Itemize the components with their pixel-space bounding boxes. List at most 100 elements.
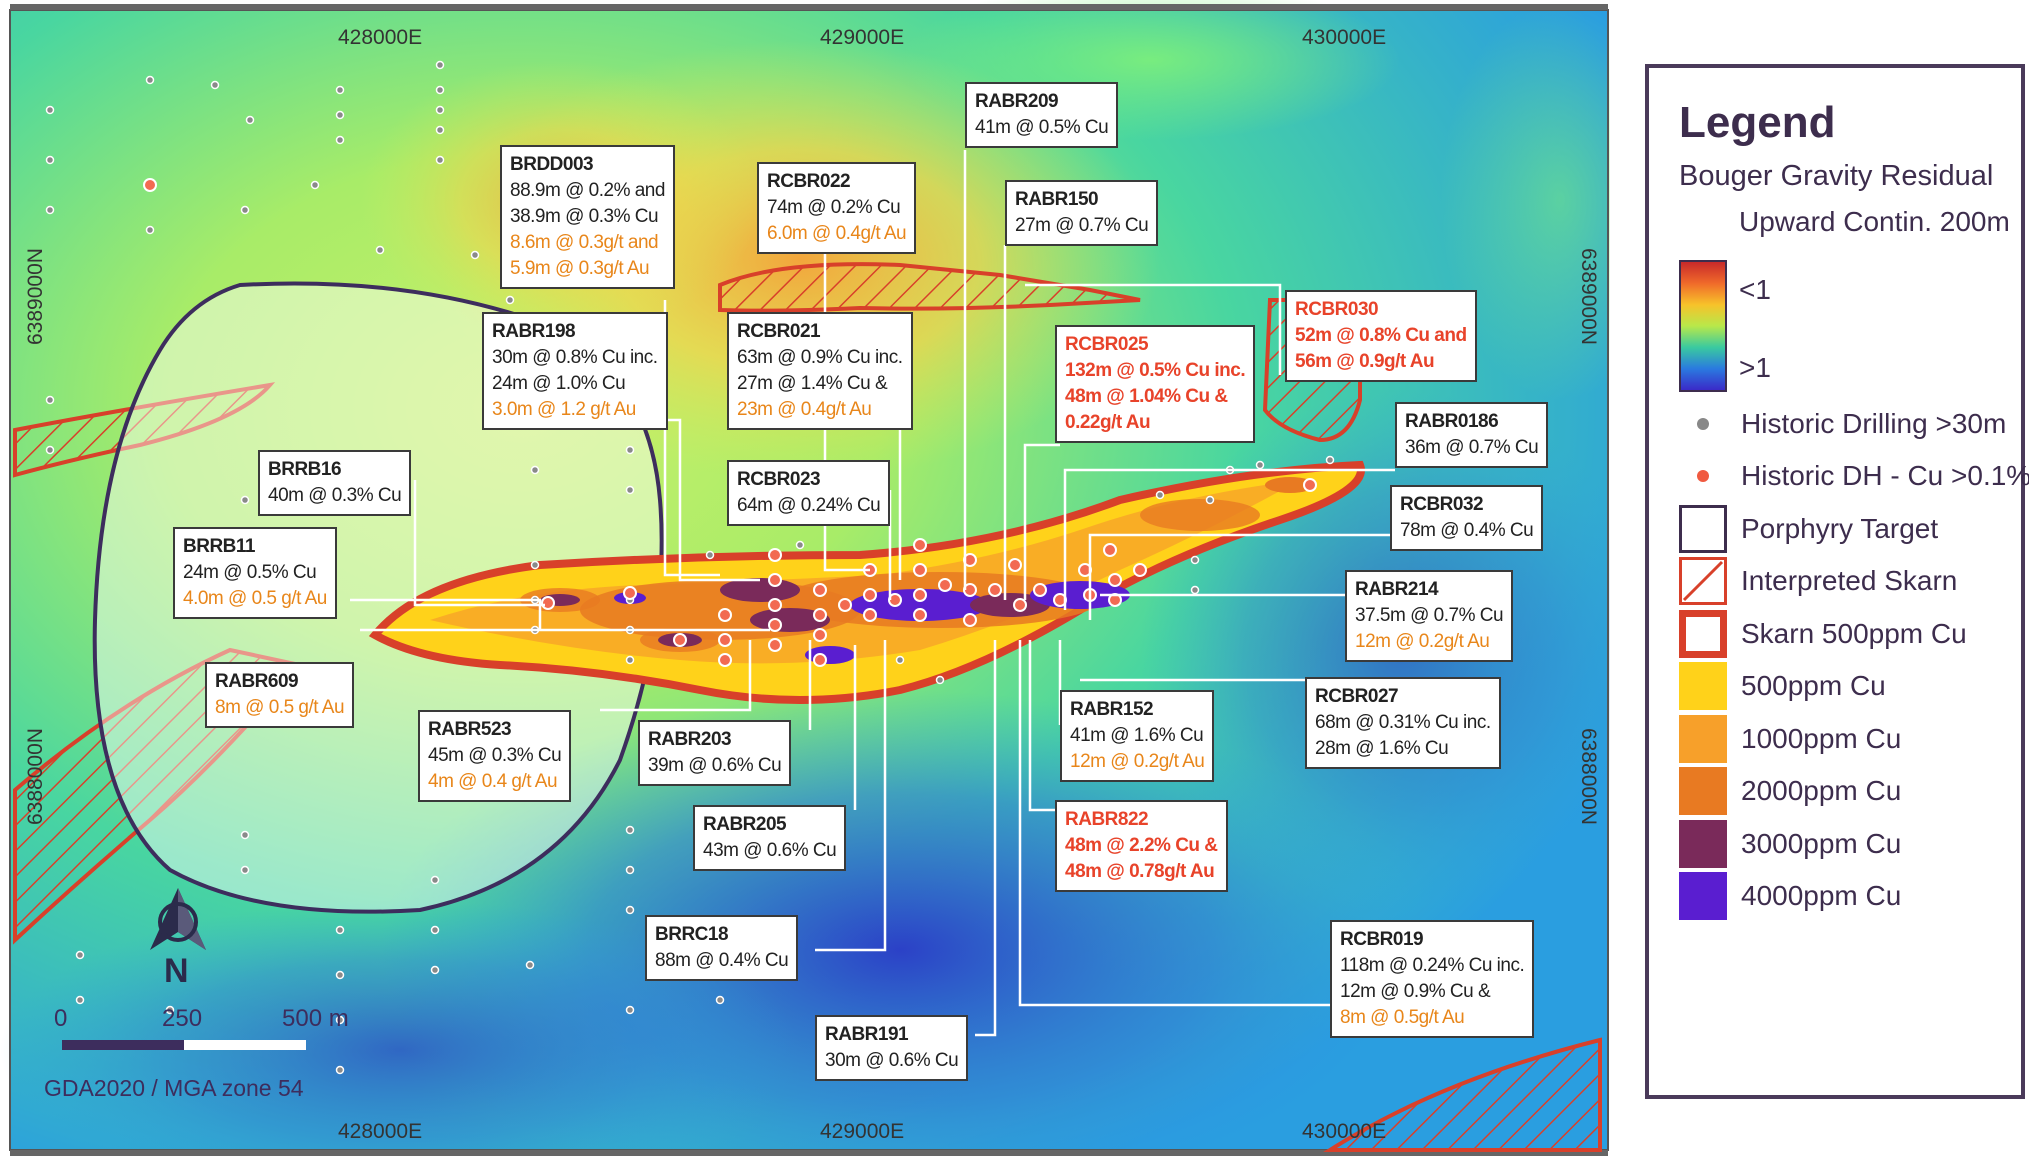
callout-cu-intercept: 88.9m @ 0.2% and bbox=[510, 180, 665, 201]
callout-cu-intercept: 12m @ 0.9% Cu & bbox=[1340, 981, 1491, 1002]
legend-item-label: Historic Drilling >30m bbox=[1741, 408, 2007, 439]
callout-cu-intercept: 68m @ 0.31% Cu inc. bbox=[1315, 712, 1491, 733]
callout-cu-intercept: 43m @ 0.6% Cu bbox=[703, 840, 837, 861]
callout-cu-intercept: 36m @ 0.7% Cu bbox=[1405, 437, 1539, 458]
ramp-low-label: <1 bbox=[1739, 274, 1771, 305]
callout-rabr205: RABR205 43m @ 0.6% Cu bbox=[693, 805, 847, 871]
callout-rabr198: RABR198 30m @ 0.8% Cu inc. 24m @ 1.0% Cu 3.… bbox=[482, 312, 668, 430]
callout-cu-intercept: 27m @ 0.7% Cu bbox=[1015, 215, 1149, 236]
legend-item-label: 4000ppm Cu bbox=[1741, 880, 1902, 911]
callout-cu-intercept: 37.5m @ 0.7% Cu bbox=[1355, 605, 1504, 626]
grid-label-right: 6388000N bbox=[1577, 728, 1600, 825]
legend-item: Skarn 500ppm Cu bbox=[1679, 610, 2019, 662]
callout-rabr609: RABR609 8m @ 0.5 g/t Au bbox=[205, 662, 355, 728]
red-dot-icon bbox=[1679, 452, 1727, 500]
callout-hole-id: RCBR027 bbox=[1315, 686, 1399, 707]
callout-au-intercept: 8m @ 0.5 g/t Au bbox=[215, 697, 345, 718]
callout-hole-id: RCBR021 bbox=[737, 321, 821, 342]
callout-rcbr022: RCBR022 74m @ 0.2% Cu 6.0m @ 0.4g/t Au bbox=[757, 162, 917, 254]
callout-au-intercept: 3.0m @ 1.2 g/t Au bbox=[492, 399, 636, 420]
callout-hole-id: RABR150 bbox=[1015, 189, 1099, 210]
callout-hole-id: RABR209 bbox=[975, 91, 1059, 112]
legend-item-label: Porphyry Target bbox=[1741, 513, 1939, 544]
grid-label-bottom: 429000E bbox=[820, 1120, 905, 1143]
callout-rabr203: RABR203 39m @ 0.6% Cu bbox=[638, 720, 792, 786]
callout-rcbr027: RCBR027 68m @ 0.31% Cu inc. 28m @ 1.6% Cu bbox=[1305, 677, 1501, 769]
legend-item-label: 500ppm Cu bbox=[1741, 670, 1886, 701]
callout-hole-id: RABR198 bbox=[492, 321, 576, 342]
callout-hole-id: RABR205 bbox=[703, 814, 787, 835]
hatched-box-icon bbox=[1679, 557, 1727, 605]
callout-rcbr032: RCBR032 78m @ 0.4% Cu bbox=[1390, 485, 1544, 551]
callout-cu-intercept: 39m @ 0.6% Cu bbox=[648, 755, 782, 776]
swatch-icon bbox=[1679, 767, 1727, 815]
callout-hole-id: RABR152 bbox=[1070, 699, 1154, 720]
crs-label: GDA2020 / MGA zone 54 bbox=[44, 1075, 304, 1101]
callout-hole-id: RCBR022 bbox=[767, 171, 851, 192]
callout-rabr209: RABR209 41m @ 0.5% Cu bbox=[965, 82, 1119, 148]
callout-au-intercept: 12m @ 0.2g/t Au bbox=[1355, 631, 1490, 652]
callout-hole-id: BRRB16 bbox=[268, 459, 342, 480]
callout-cu-intercept: 41m @ 1.6% Cu bbox=[1070, 725, 1204, 746]
legend-item: 500ppm Cu bbox=[1679, 662, 2019, 714]
callout-hole-id: RABR523 bbox=[428, 719, 512, 740]
legend-subtitle: Bouger Gravity Residual bbox=[1679, 160, 1994, 192]
callout-cu-intercept: 48m @ 2.2% Cu & bbox=[1065, 835, 1218, 856]
ramp-high-label: >1 bbox=[1739, 352, 1771, 383]
swatch-icon bbox=[1679, 872, 1727, 920]
callout-cu-intercept: 52m @ 0.8% Cu and bbox=[1295, 325, 1467, 346]
grid-label-top: 428000E bbox=[338, 26, 423, 49]
callout-hole-id: RABR822 bbox=[1065, 809, 1149, 830]
legend-item: 2000ppm Cu bbox=[1679, 767, 2019, 819]
callout-rabr523: RABR523 45m @ 0.3% Cu 4m @ 0.4 g/t Au bbox=[418, 710, 572, 802]
grey-dot-icon bbox=[1679, 400, 1727, 448]
callout-rcbr025: RCBR025 132m @ 0.5% Cu inc. 48m @ 1.04% Cu… bbox=[1055, 325, 1256, 443]
callout-au-intercept: 5.9m @ 0.3g/t Au bbox=[510, 258, 650, 279]
callout-rabr822: RABR822 48m @ 2.2% Cu & 48m @ 0.78g/t Au bbox=[1055, 800, 1228, 892]
callout-cu-intercept: 41m @ 0.5% Cu bbox=[975, 117, 1109, 138]
legend-item: Historic Drilling >30m bbox=[1679, 400, 2019, 452]
callout-cu-intercept: 30m @ 0.8% Cu inc. bbox=[492, 347, 658, 368]
callout-hole-id: RABR214 bbox=[1355, 579, 1439, 600]
legend-item: 4000ppm Cu bbox=[1679, 872, 2019, 924]
legend-item: Historic DH - Cu >0.1% bbox=[1679, 452, 2029, 504]
swatch-icon bbox=[1679, 715, 1727, 763]
grid-label-left: 6389000N bbox=[24, 248, 47, 345]
callout-hole-id: RCBR023 bbox=[737, 469, 821, 490]
legend-panel: Legend Bouger Gravity Residual Upward Co… bbox=[1645, 64, 2029, 1099]
callout-rcbr030: RCBR030 52m @ 0.8% Cu and 56m @ 0.9g/t Au bbox=[1285, 290, 1477, 382]
callout-brdd003: BRDD003 88.9m @ 0.2% and 38.9m @ 0.3% Cu 8.… bbox=[500, 145, 675, 289]
callout-hole-id: RABR203 bbox=[648, 729, 732, 750]
callout-rabr152: RABR152 41m @ 1.6% Cu 12m @ 0.2g/t Au bbox=[1060, 690, 1215, 782]
callout-hole-id: RCBR032 bbox=[1400, 494, 1484, 515]
callout-rcbr023: RCBR023 64m @ 0.24% Cu bbox=[727, 460, 891, 526]
callout-cu-intercept: 30m @ 0.6% Cu bbox=[825, 1050, 959, 1071]
grid-label-top: 429000E bbox=[820, 26, 905, 49]
legend-item-label: 3000ppm Cu bbox=[1741, 828, 1902, 859]
callout-brrb16: BRRB16 40m @ 0.3% Cu bbox=[258, 450, 412, 516]
callout-cu-intercept: 24m @ 0.5% Cu bbox=[183, 562, 317, 583]
scale-mid: 250 bbox=[162, 1005, 203, 1032]
callout-au-intercept: 56m @ 0.9g/t Au bbox=[1295, 351, 1435, 372]
callout-au-intercept: 6.0m @ 0.4g/t Au bbox=[767, 223, 907, 244]
callout-hole-id: RABR609 bbox=[215, 671, 299, 692]
callout-hole-id: RCBR030 bbox=[1295, 299, 1379, 320]
legend-subtitle-2: Upward Contin. 200m bbox=[1739, 206, 2010, 237]
callout-cu-intercept: 74m @ 0.2% Cu bbox=[767, 197, 901, 218]
callout-hole-id: RABR0186 bbox=[1405, 411, 1499, 432]
legend-item-label: Historic DH - Cu >0.1% bbox=[1741, 460, 2029, 491]
north-label: N bbox=[164, 952, 189, 990]
legend-item: 3000ppm Cu bbox=[1679, 820, 2019, 872]
scale-zero: 0 bbox=[54, 1005, 68, 1032]
callout-cu-intercept: 132m @ 0.5% Cu inc. bbox=[1065, 360, 1246, 381]
callout-cu-intercept: 45m @ 0.3% Cu bbox=[428, 745, 562, 766]
callout-au-intercept: 48m @ 0.78g/t Au bbox=[1065, 861, 1215, 882]
callout-cu-intercept: 63m @ 0.9% Cu inc. bbox=[737, 347, 903, 368]
grid-label-left: 6388000N bbox=[24, 728, 47, 825]
legend-item: 1000ppm Cu bbox=[1679, 715, 2019, 767]
callout-cu-intercept: 28m @ 1.6% Cu bbox=[1315, 738, 1449, 759]
legend-item-label: 1000ppm Cu bbox=[1741, 723, 1902, 754]
callout-rabr150: RABR150 27m @ 0.7% Cu bbox=[1005, 180, 1159, 246]
swatch-icon bbox=[1679, 820, 1727, 868]
callout-rcbr021: RCBR021 63m @ 0.9% Cu inc. 27m @ 1.4% Cu &… bbox=[727, 312, 913, 430]
